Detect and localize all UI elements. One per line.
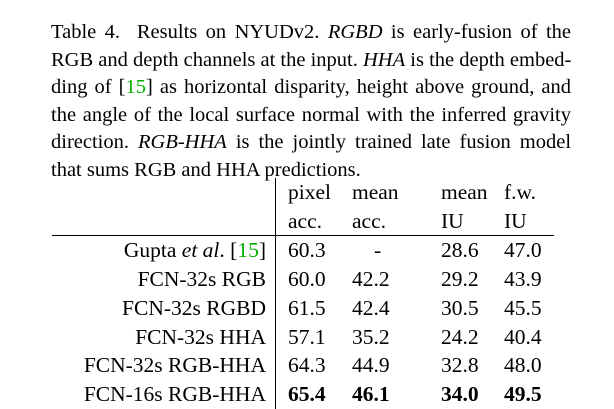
table-row: FCN-32s HHA 57.1 35.2 24.2 40.4 xyxy=(52,322,554,352)
header-acc: acc. xyxy=(275,206,352,237)
method-name-part: Gupta xyxy=(123,238,182,263)
caption-rgbhha-def: is the jointly trained late fusion model xyxy=(235,131,572,153)
method-citation-link[interactable]: 15 xyxy=(237,238,259,263)
caption-line-5: direction. RGB-HHA is the jointly traine… xyxy=(51,129,571,157)
caption-line-1: Table 4. Results on NYUDv2. RGBD is earl… xyxy=(51,19,571,47)
value-pixel-acc: 57.1 xyxy=(288,324,326,349)
caption-line-3: ding of [15] as horizontal disparity, he… xyxy=(51,74,571,102)
method-cell: FCN-32s RGB-HHA xyxy=(52,351,276,380)
header-method-cell-2 xyxy=(52,206,276,237)
value-mean-iu: 34.0 xyxy=(441,381,479,406)
table-row: FCN-32s RGB 60.0 42.2 29.2 43.9 xyxy=(52,265,554,294)
value-pixel-acc: 61.5 xyxy=(288,295,326,320)
value-pixel-acc: 64.3 xyxy=(288,353,326,378)
value-pixel-acc: 60.0 xyxy=(288,267,326,292)
table-row-best: FCN-16s RGB-HHA 65.4 46.1 34.0 49.5 xyxy=(52,379,554,409)
caption-line-3-pre: ding of [ xyxy=(51,76,126,98)
table-row: Gupta et al. [15] 60.3 - 28.6 47.0 xyxy=(52,235,554,266)
table-row: FCN-32s RGBD 61.5 42.4 30.5 45.5 xyxy=(52,293,554,323)
value-mean-acc: 35.2 xyxy=(352,324,390,349)
caption-line-6-text: that sums RGB and HHA predictions. xyxy=(51,158,361,181)
method-name-part: ] xyxy=(258,238,266,263)
caption-intro: Results on NYUDv2. xyxy=(136,21,320,43)
value-mean-acc: 42.4 xyxy=(352,295,390,320)
table-row: FCN-32s RGB-HHA 64.3 44.9 32.8 48.0 xyxy=(52,351,554,380)
caption-rgbd-def: is early-fusion of the xyxy=(390,21,572,43)
caption-line-5-pre: direction. xyxy=(51,131,129,153)
caption-label: Table 4. xyxy=(51,21,121,43)
header-mean-iu-top: mean xyxy=(441,180,488,204)
value-fw-iu: 40.4 xyxy=(504,324,542,349)
value-mean-iu: 32.8 xyxy=(441,353,479,378)
value-fw-iu: 49.5 xyxy=(504,381,542,406)
header-mean-acc-bottom: acc. xyxy=(352,206,441,237)
value-mean-iu: 29.2 xyxy=(441,267,479,292)
caption-line-2-text: RGB and depth channels at the input. xyxy=(51,48,358,71)
value-pixel-acc: 60.3 xyxy=(288,238,326,263)
header-fw-top: f.w. xyxy=(504,180,537,204)
value-fw-iu: 45.5 xyxy=(504,295,542,320)
value-mean-acc: 42.2 xyxy=(352,267,390,292)
caption-hha-term: HHA xyxy=(363,48,406,71)
results-table: pixel mean mean f.w. acc. acc. IU IU Gup… xyxy=(52,178,554,409)
value-mean-iu: 24.2 xyxy=(441,324,479,349)
value-mean-acc: - xyxy=(374,238,382,263)
value-mean-acc: 46.1 xyxy=(352,381,390,406)
header-mean-acc-top: mean xyxy=(352,180,399,204)
value-mean-acc: 44.9 xyxy=(352,353,390,378)
header-method-cell xyxy=(52,178,276,207)
header-mean-iu-bottom: IU xyxy=(441,206,504,237)
value-mean-iu: 28.6 xyxy=(441,238,479,263)
caption-hha-def: is the depth embed- xyxy=(410,48,572,71)
table-caption: Table 4. Results on NYUDv2. RGBD is earl… xyxy=(51,19,571,184)
method-cell: FCN-32s RGB xyxy=(52,265,276,294)
value-fw-iu: 48.0 xyxy=(504,353,542,378)
value-pixel-acc: 65.4 xyxy=(288,381,326,406)
caption-line-2: RGB and depth channels at the input. HHA… xyxy=(51,47,571,75)
header-fw-bottom: IU xyxy=(504,206,554,237)
caption-citation-link[interactable]: 15 xyxy=(125,76,146,98)
caption-line-4: the angle of the local surface normal wi… xyxy=(51,102,571,130)
method-name-part: . [ xyxy=(219,238,238,263)
value-fw-iu: 47.0 xyxy=(504,238,542,263)
method-name-italic: et al xyxy=(181,238,220,263)
method-cell: FCN-16s RGB-HHA xyxy=(52,379,276,409)
header-row-bottom: acc. acc. IU IU xyxy=(52,206,554,237)
caption-line-6: that sums RGB and HHA predictions. xyxy=(51,157,571,185)
caption-line-3-post: ] as horizontal disparity, height above … xyxy=(145,76,571,98)
method-cell: Gupta et al. [15] xyxy=(52,235,276,266)
caption-rgbd-term: RGBD xyxy=(327,21,383,43)
method-cell: FCN-32s RGBD xyxy=(52,293,276,323)
header-pixel: pixel xyxy=(288,180,331,204)
header-row-top: pixel mean mean f.w. xyxy=(52,178,554,207)
method-cell: FCN-32s HHA xyxy=(52,322,276,352)
value-fw-iu: 43.9 xyxy=(504,267,542,292)
value-mean-iu: 30.5 xyxy=(441,295,479,320)
caption-rgbhha-term: RGB-HHA xyxy=(138,131,227,153)
caption-line-4-text: the angle of the local surface normal wi… xyxy=(51,103,571,126)
